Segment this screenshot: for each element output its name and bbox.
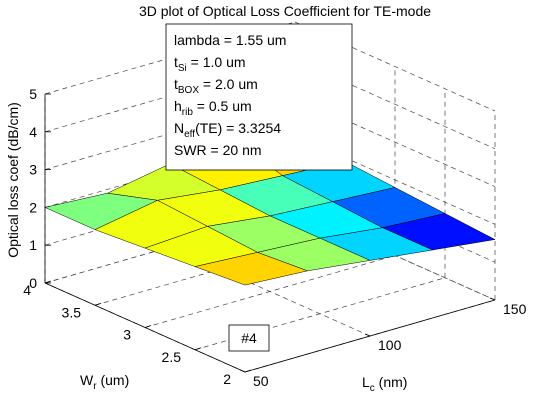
- x-axis-label-part: (nm): [375, 374, 408, 390]
- annotation-line-sub: Si: [178, 63, 187, 74]
- annotation-line: tBOX = 2.0 um: [174, 76, 258, 96]
- y-tick: [194, 347, 202, 351]
- y-tick: [144, 325, 152, 328]
- x-tick-label: 150: [503, 301, 527, 317]
- annotation-line-part: h: [174, 98, 182, 114]
- annotation-box: [165, 23, 353, 171]
- annotation-line: tSi = 1.0 um: [174, 54, 246, 74]
- x-axis-label: Lc (nm): [362, 374, 407, 394]
- annotation-line: SWR = 20 nm: [174, 142, 262, 158]
- annotation-line-part: (TE) = 3.3254: [195, 120, 281, 136]
- z-tick-label: 3: [29, 162, 37, 178]
- grid-line: [194, 277, 446, 351]
- annotation-line-part: t: [174, 54, 178, 70]
- x-tick-label: 50: [253, 373, 269, 389]
- box-label: #4: [241, 330, 257, 346]
- annotation-line: Neff(TE) = 3.3254: [174, 120, 281, 140]
- annotation-line-part: = 1.0 um: [187, 54, 246, 70]
- y-tick-label: 3.5: [62, 304, 82, 320]
- x-axis-label-sub: c: [370, 383, 375, 394]
- y-tick: [94, 302, 102, 306]
- annotation-line: lambda = 1.55 um: [174, 32, 286, 48]
- z-tick-label: 0: [29, 275, 37, 291]
- x-tick-label: 100: [378, 337, 402, 353]
- y-axis-label-part: W: [80, 372, 94, 388]
- y-axis-label: Wr (um): [80, 372, 129, 392]
- annotation-line-part: t: [174, 76, 178, 92]
- y-tick-label: 2: [223, 371, 231, 387]
- z-tick-label: 1: [29, 237, 37, 253]
- y-tick-label: 4: [23, 282, 31, 298]
- annotation-line-sub: eff: [184, 129, 195, 140]
- annotation-line-part: = 2.0 um: [199, 76, 258, 92]
- chart-title: 3D plot of Optical Loss Coefficient for …: [139, 3, 431, 19]
- annotation-line-part: lambda = 1.55 um: [174, 32, 286, 48]
- z-tick-label: 4: [29, 124, 37, 140]
- annotation-line-sub: rib: [182, 107, 194, 118]
- z-tick-label: 5: [29, 86, 37, 102]
- x-axis-label-part: L: [362, 374, 370, 390]
- grid-line: [144, 255, 396, 328]
- surface-patch: [194, 252, 309, 286]
- annotation-line-part: SWR = 20 nm: [174, 142, 262, 158]
- label-box: [228, 324, 270, 352]
- x-tick: [239, 369, 246, 373]
- y-tick: [244, 369, 252, 373]
- annotation-line-part: N: [174, 120, 184, 136]
- y-tick: [44, 280, 52, 284]
- annotation-line: hrib = 0.5 um: [174, 98, 252, 118]
- y-tick-label: 2.5: [162, 349, 182, 365]
- y-axis-label-sub: r: [93, 381, 97, 392]
- z-axis-label: Optical loss coef (dB/cm): [5, 102, 21, 258]
- y-tick-label: 3: [123, 327, 131, 343]
- x-tick: [364, 333, 371, 337]
- annotation-line-part: = 0.5 um: [193, 98, 252, 114]
- z-tick-label: 2: [29, 199, 37, 215]
- x-tick: [489, 297, 496, 301]
- annotation-line-sub: BOX: [178, 85, 199, 96]
- y-axis-label-part: (um): [97, 372, 130, 388]
